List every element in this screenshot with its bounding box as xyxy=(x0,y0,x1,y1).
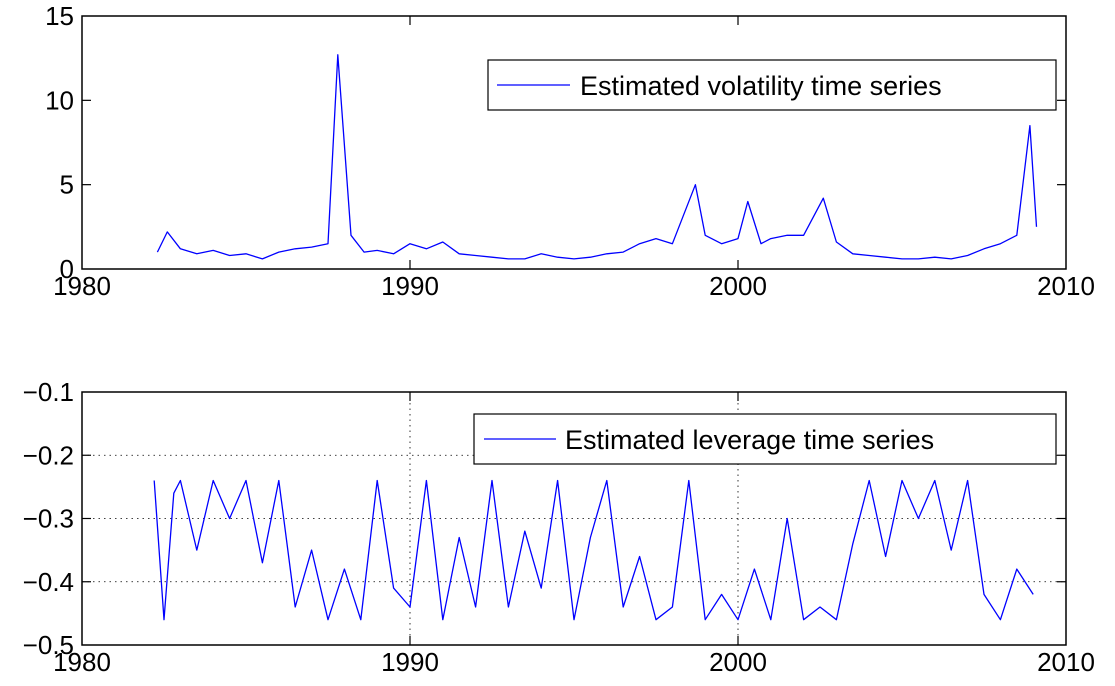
volatility-series-line-0 xyxy=(156,54,1038,260)
volatility-legend: Estimated volatility time series xyxy=(487,59,1057,111)
leverage-y-tick-label: −0.3 xyxy=(23,504,74,534)
leverage-y-tick-label: −0.5 xyxy=(23,630,74,660)
leverage-legend: Estimated leverage time series xyxy=(473,413,1057,465)
leverage-legend-label: Estimated leverage time series xyxy=(565,425,934,455)
leverage-x-tick-label: 2010 xyxy=(1037,647,1095,677)
volatility-y-tick-label: 0 xyxy=(60,254,74,284)
volatility-series-line xyxy=(156,54,1038,260)
leverage-axis-ticks: 1980 1990 2000 2010 −0.5 −0.4 −0.3 −0.2 −0.1 xyxy=(23,377,1095,677)
volatility-y-tick-label: 15 xyxy=(45,1,74,31)
leverage-y-tick-label: −0.1 xyxy=(23,377,74,407)
volatility-x-tick-label: 1990 xyxy=(381,271,439,301)
volatility-panel: 1980 1990 2000 2010 0 5 10 15 Estimated volatil… xyxy=(45,1,1095,301)
leverage-legend-box xyxy=(473,413,1057,465)
leverage-x-tick-label: 1980 xyxy=(53,647,111,677)
leverage-y-tick-label: −0.4 xyxy=(23,567,74,597)
volatility-legend-label: Estimated volatility time series xyxy=(580,71,942,101)
volatility-axes-box xyxy=(81,15,1067,270)
leverage-panel: 1980 1990 2000 2010 −0.5 −0.4 −0.3 −0.2 −0.1 Est… xyxy=(23,377,1095,677)
leverage-series-line-0 xyxy=(153,479,1034,621)
leverage-x-tick-label: 1990 xyxy=(381,647,439,677)
volatility-x-tick-label: 2000 xyxy=(709,271,767,301)
volatility-x-tick-label: 2010 xyxy=(1037,271,1095,301)
volatility-axis-ticks: 1980 1990 2000 2010 0 5 10 15 xyxy=(45,1,1095,301)
leverage-x-tick-label: 2000 xyxy=(709,647,767,677)
volatility-x-tick-label: 1980 xyxy=(53,271,111,301)
leverage-series-line xyxy=(153,479,1034,621)
volatility-y-tick-label: 5 xyxy=(60,170,74,200)
volatility-y-tick-label: 10 xyxy=(45,85,74,115)
volatility-legend-box xyxy=(487,59,1057,111)
leverage-y-tick-label: −0.2 xyxy=(23,440,74,470)
